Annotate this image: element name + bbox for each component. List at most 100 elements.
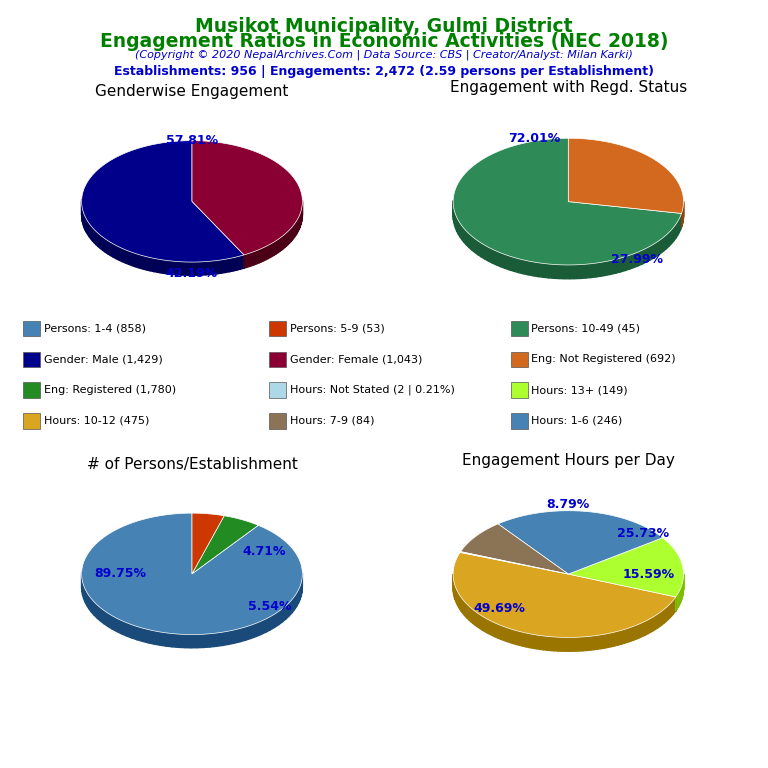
Polygon shape — [301, 580, 302, 597]
Polygon shape — [677, 219, 679, 236]
Polygon shape — [585, 263, 591, 278]
Title: # of Persons/Establishment: # of Persons/Establishment — [87, 457, 297, 472]
Polygon shape — [583, 637, 587, 650]
Polygon shape — [275, 611, 279, 627]
Polygon shape — [172, 634, 178, 647]
Polygon shape — [166, 633, 172, 647]
Polygon shape — [660, 611, 662, 627]
Text: 89.75%: 89.75% — [94, 568, 146, 581]
Polygon shape — [122, 248, 125, 263]
Polygon shape — [537, 635, 540, 649]
Polygon shape — [300, 583, 301, 600]
Polygon shape — [84, 215, 85, 230]
Polygon shape — [174, 261, 177, 275]
Polygon shape — [461, 598, 462, 613]
Polygon shape — [660, 237, 664, 253]
Text: 72.01%: 72.01% — [508, 132, 560, 144]
Polygon shape — [154, 631, 160, 645]
Polygon shape — [81, 513, 303, 634]
Polygon shape — [233, 257, 237, 271]
Polygon shape — [540, 635, 544, 650]
Polygon shape — [192, 513, 224, 574]
Polygon shape — [225, 259, 229, 273]
Polygon shape — [646, 247, 650, 262]
Text: 4.71%: 4.71% — [242, 545, 286, 558]
Polygon shape — [469, 606, 471, 622]
Polygon shape — [492, 621, 495, 637]
Polygon shape — [645, 620, 647, 635]
Polygon shape — [554, 264, 559, 279]
Polygon shape — [288, 230, 290, 245]
Polygon shape — [457, 590, 458, 605]
Text: 25.73%: 25.73% — [617, 528, 669, 540]
Polygon shape — [116, 246, 119, 260]
Polygon shape — [680, 214, 681, 230]
Polygon shape — [608, 633, 611, 647]
Polygon shape — [131, 624, 137, 640]
Polygon shape — [580, 637, 583, 651]
Polygon shape — [221, 260, 225, 273]
Polygon shape — [462, 226, 464, 243]
Polygon shape — [160, 632, 166, 646]
Polygon shape — [127, 623, 131, 638]
Polygon shape — [214, 260, 217, 274]
Polygon shape — [296, 220, 297, 234]
Polygon shape — [252, 252, 254, 266]
Polygon shape — [547, 637, 551, 650]
Text: (Copyright © 2020 NepalArchives.Com | Data Source: CBS | Creator/Analyst: Milan : (Copyright © 2020 NepalArchives.Com | Da… — [135, 49, 633, 60]
Polygon shape — [276, 240, 278, 254]
Polygon shape — [296, 590, 299, 607]
Text: 27.99%: 27.99% — [611, 253, 664, 266]
Polygon shape — [538, 263, 544, 277]
Polygon shape — [498, 624, 501, 639]
Text: Persons: 1-4 (858): Persons: 1-4 (858) — [44, 323, 146, 334]
Polygon shape — [161, 260, 165, 273]
Polygon shape — [191, 634, 197, 647]
Polygon shape — [266, 617, 270, 632]
Polygon shape — [250, 624, 256, 638]
Polygon shape — [572, 637, 576, 651]
Polygon shape — [101, 235, 103, 250]
Polygon shape — [568, 138, 684, 214]
Text: Eng: Not Registered (692): Eng: Not Registered (692) — [531, 354, 676, 365]
Polygon shape — [673, 599, 674, 614]
Polygon shape — [150, 257, 154, 272]
Polygon shape — [101, 607, 104, 624]
Polygon shape — [202, 262, 206, 275]
Polygon shape — [280, 237, 282, 251]
Polygon shape — [83, 582, 84, 599]
Polygon shape — [650, 617, 653, 632]
Polygon shape — [292, 597, 294, 613]
Polygon shape — [473, 610, 475, 625]
Polygon shape — [143, 628, 148, 643]
Polygon shape — [291, 227, 292, 242]
Polygon shape — [148, 630, 154, 644]
Polygon shape — [533, 634, 537, 649]
Polygon shape — [87, 220, 88, 235]
Polygon shape — [457, 217, 458, 234]
Polygon shape — [469, 233, 472, 250]
Polygon shape — [261, 619, 266, 634]
Polygon shape — [478, 241, 482, 257]
Polygon shape — [505, 254, 509, 270]
Polygon shape — [666, 606, 668, 621]
Polygon shape — [638, 250, 642, 266]
Polygon shape — [594, 635, 598, 650]
Polygon shape — [279, 609, 283, 624]
Polygon shape — [621, 630, 624, 644]
Polygon shape — [91, 599, 94, 615]
Polygon shape — [456, 588, 457, 604]
Polygon shape — [112, 616, 117, 631]
Polygon shape — [137, 627, 143, 641]
Polygon shape — [297, 218, 298, 233]
Polygon shape — [630, 253, 634, 269]
Polygon shape — [261, 247, 263, 262]
Polygon shape — [108, 240, 111, 256]
Polygon shape — [679, 217, 680, 233]
Polygon shape — [606, 260, 611, 276]
Polygon shape — [671, 227, 674, 243]
Text: 42.19%: 42.19% — [166, 266, 218, 280]
Polygon shape — [270, 614, 275, 630]
Polygon shape — [292, 226, 293, 240]
Text: 57.81%: 57.81% — [166, 134, 218, 147]
